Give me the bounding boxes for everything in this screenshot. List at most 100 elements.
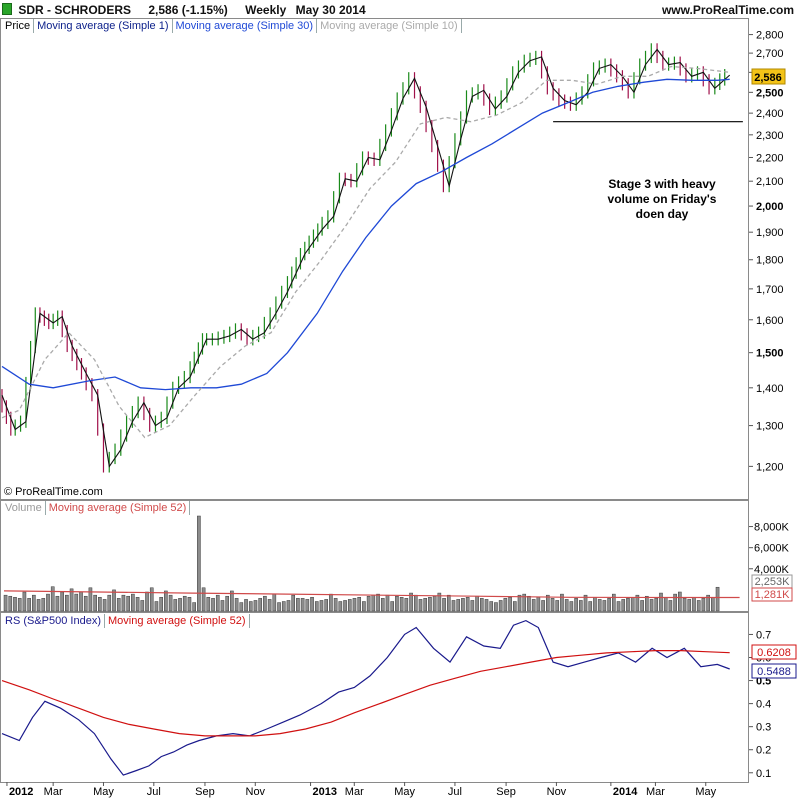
price-last-tag: 2,586 [754, 72, 782, 84]
price-y-tick-label: 2,700 [756, 48, 784, 60]
period: Weekly [245, 3, 287, 17]
volume-y-tick-label: 8,000K [754, 522, 790, 534]
volume-bar [69, 588, 74, 612]
volume-bar [107, 594, 112, 612]
volume-bar [17, 598, 22, 612]
volume-bar [253, 600, 258, 612]
rs-plot [1, 619, 730, 776]
volume-bar [305, 599, 310, 612]
volume-bar [197, 515, 201, 612]
volume-bar [418, 599, 423, 612]
volume-bar [187, 597, 192, 612]
volume-bar [300, 598, 305, 612]
x-tick-label: Nov [246, 786, 266, 798]
last-price: 2,586 (-1.15%) [148, 3, 228, 17]
volume-bar [668, 600, 673, 612]
legend-ma30[interactable]: Moving average (Simple 30) [172, 19, 318, 33]
price-last-tag-box [751, 68, 786, 85]
volume-bar [357, 597, 362, 612]
volume-bar [347, 599, 352, 612]
volume-bar [479, 598, 484, 612]
volume-bar [178, 598, 182, 612]
volume-bar [352, 598, 357, 612]
x-tick-label: Sep [496, 786, 516, 798]
volume-bar [116, 598, 121, 612]
volume-y-tick-label: 4,000K [754, 564, 790, 576]
volume-bar [376, 593, 380, 612]
rs-y-tick-label: 0.7 [756, 629, 771, 641]
legend-price[interactable]: Price [2, 19, 35, 33]
date: May 30 2014 [295, 3, 366, 17]
volume-bar [267, 599, 272, 612]
volume-bar [597, 599, 602, 612]
volume-bar [593, 597, 597, 612]
volume-bar [404, 598, 409, 612]
x-tick-label: Jul [448, 786, 462, 798]
annotation-line-2: volume on Friday's [608, 192, 717, 206]
volume-bar [121, 594, 126, 612]
volume-bar [362, 601, 366, 612]
volume-bar [83, 595, 88, 612]
volume-bar [484, 599, 489, 612]
volume-plot [3, 515, 740, 612]
volume-bar [682, 598, 687, 612]
volume-bar [640, 600, 644, 612]
volume-bar [343, 600, 347, 612]
volume-bar [696, 600, 701, 612]
volume-bar [234, 598, 239, 612]
volume-bar [3, 594, 8, 612]
x-tick-label: Mar [646, 786, 665, 798]
volume-bar [630, 597, 635, 612]
volume-bar [126, 595, 130, 612]
legend-volume[interactable]: Volume [2, 501, 46, 515]
site-url[interactable]: www.ProRealTime.com [661, 3, 794, 17]
volume-bar [159, 597, 163, 612]
volume-ma-line [3, 590, 740, 599]
volume-bar [451, 600, 456, 612]
volume-bar [423, 598, 428, 612]
volume-bar [60, 591, 64, 612]
volume-bar [220, 600, 225, 612]
volume-bar [182, 595, 187, 612]
volume-bar [626, 598, 630, 612]
volume-tag-2: 1,281K [755, 589, 791, 601]
legend-ma10[interactable]: Moving average (Simple 10) [317, 19, 462, 33]
x-tick-label: May [695, 786, 716, 798]
price-plot [1, 43, 743, 473]
volume-bar [574, 598, 578, 612]
volume-bar [286, 600, 291, 612]
x-tick-label: May [394, 786, 415, 798]
volume-bar [395, 595, 399, 612]
price-y-tick-label: 1,600 [756, 315, 784, 327]
volume-panel-frame [0, 500, 749, 612]
price-y-tick-label: 1,300 [756, 421, 784, 433]
volume-bar [22, 591, 27, 612]
volume-bar [522, 593, 527, 612]
price-y-tick-label: 1,200 [756, 461, 784, 473]
volume-bar [225, 595, 229, 612]
volume-bar [413, 594, 418, 612]
legend-volume-ma[interactable]: Moving average (Simple 52) [45, 501, 191, 515]
legend-rs-ma[interactable]: Moving average (Simple 52) [105, 614, 250, 628]
volume-bar [621, 599, 626, 612]
volume-bar [527, 595, 531, 612]
volume-y-tick-label: 6,000K [754, 543, 790, 555]
rs-ma-line [1, 650, 730, 737]
annotation-line-1: Stage 3 with heavy [608, 177, 716, 191]
volume-bar [470, 600, 475, 612]
x-tick-label: Mar [345, 786, 364, 798]
volume-bar [678, 591, 682, 612]
x-tick-label: Nov [547, 786, 567, 798]
volume-bar [428, 597, 432, 612]
volume-bar [314, 601, 319, 612]
price-y-tick-label: 2,000 [756, 201, 784, 213]
legend-ma1[interactable]: Moving average (Simple 1) [34, 19, 173, 33]
volume-bar [432, 595, 437, 612]
price-y-tick-label: 2,500 [756, 87, 784, 99]
legend-rs[interactable]: RS (S&P500 Index) [2, 614, 105, 628]
price-y-tick-label: 1,900 [756, 227, 784, 239]
volume-bar [88, 587, 93, 612]
rs-y-tick-label: 0.4 [756, 699, 771, 711]
volume-bar [385, 594, 390, 612]
